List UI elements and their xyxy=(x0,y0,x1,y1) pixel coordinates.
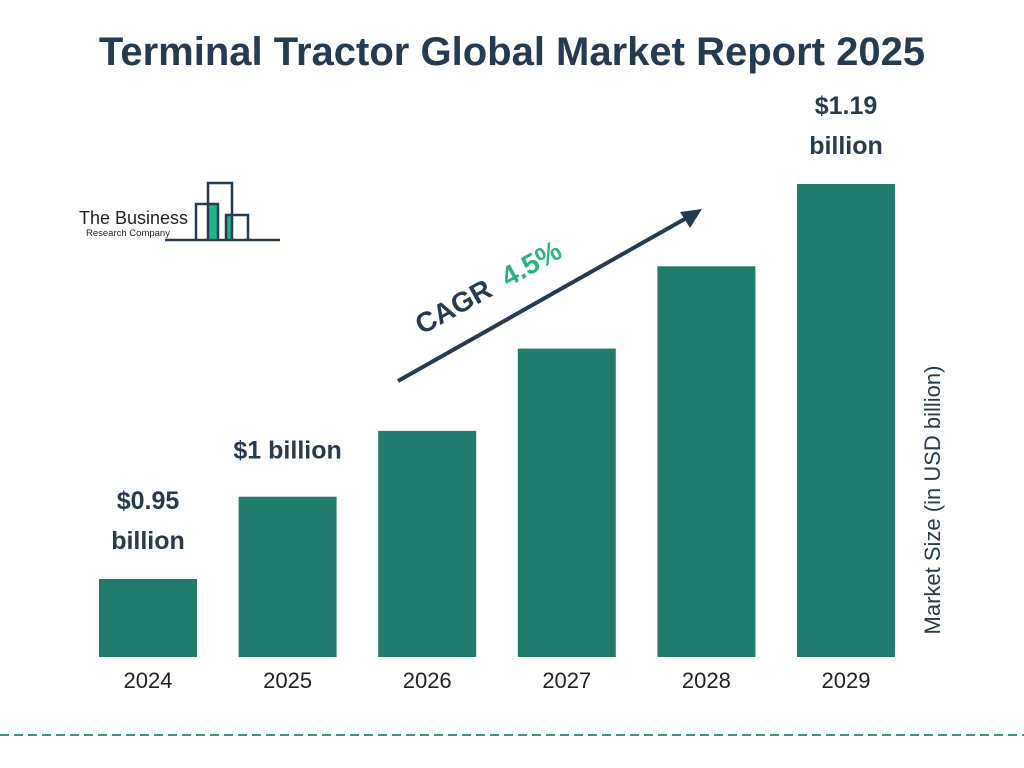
cagr-arrow-line xyxy=(397,214,691,383)
x-tick-2029: 2029 xyxy=(822,668,871,693)
cagr-annotation: CAGR 4.5% xyxy=(410,235,567,341)
x-tick-2027: 2027 xyxy=(542,668,591,693)
chart-title: Terminal Tractor Global Market Report 20… xyxy=(98,30,926,74)
logo-line2: Research Company xyxy=(86,228,170,239)
cagr-arrow-head-icon xyxy=(680,209,702,228)
bar-2025 xyxy=(238,496,337,657)
logo-bar-2 xyxy=(227,215,232,240)
data-label-2024: $0.95 xyxy=(117,487,180,515)
data-label-2029: billion xyxy=(809,132,883,160)
bar-2029 xyxy=(797,184,895,657)
bar-2027 xyxy=(517,348,616,657)
bar-2024 xyxy=(99,579,197,657)
logo-bar-1 xyxy=(209,204,218,240)
logo-line1: The Business xyxy=(79,208,188,228)
data-label-2024: billion xyxy=(111,527,185,555)
y-axis-label: Market Size (in USD billion) xyxy=(920,366,945,635)
cagr-value: 4.5% xyxy=(496,235,567,293)
x-tick-2028: 2028 xyxy=(682,668,731,693)
logo: The Business Research Company xyxy=(79,181,280,242)
bar-2028 xyxy=(657,266,756,657)
bar-2026 xyxy=(378,430,477,657)
x-tick-2025: 2025 xyxy=(263,668,312,693)
data-label-2029: $1.19 xyxy=(815,92,878,120)
x-tick-2026: 2026 xyxy=(403,668,452,693)
x-tick-2024: 2024 xyxy=(124,668,173,693)
data-label-2025: $1 billion xyxy=(233,437,341,465)
logo-buildings-icon xyxy=(165,181,280,242)
